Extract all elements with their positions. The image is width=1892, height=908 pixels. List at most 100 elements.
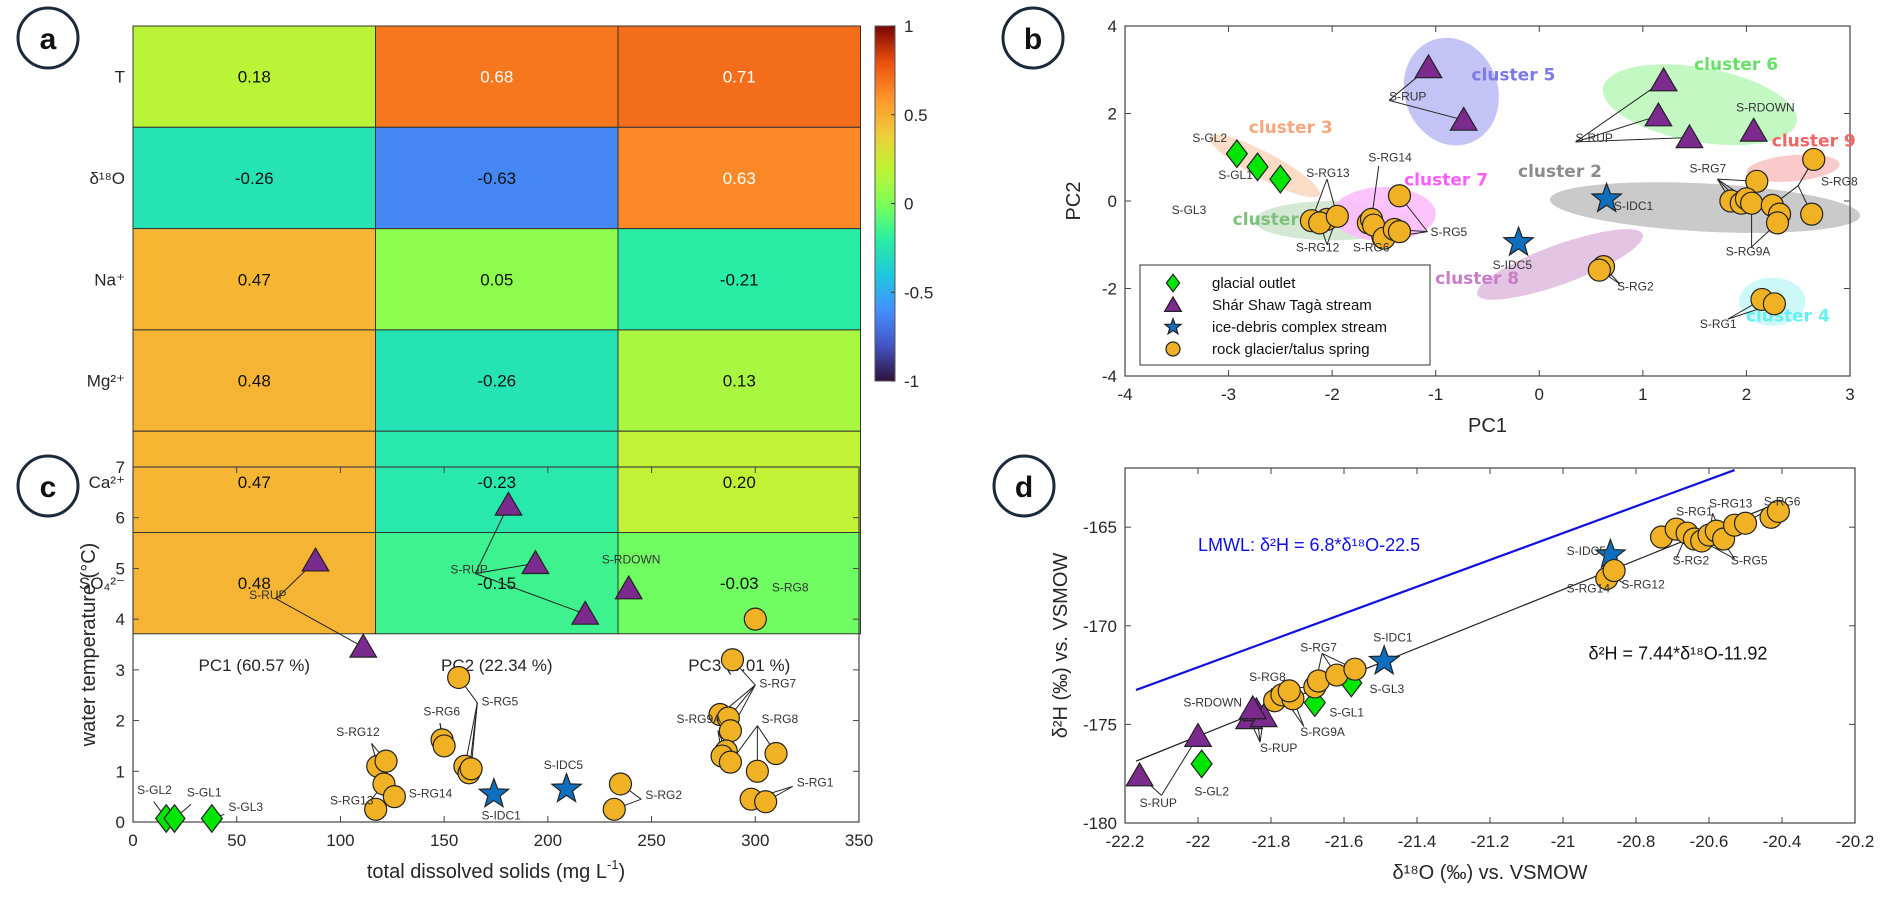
- heatmap-cell-label: 0.63: [723, 169, 756, 188]
- data-point-circle: [1802, 147, 1826, 172]
- label-leader-line: [1388, 99, 1464, 121]
- point-label: S-IDC1: [1614, 199, 1654, 213]
- data-point-circle: [1387, 220, 1412, 244]
- colorbar-tick-label: 1: [904, 17, 913, 36]
- x-tick-label: 3: [1845, 385, 1854, 404]
- point-label: S-RDOWN: [1736, 100, 1795, 114]
- point-label: S-IDC5: [1567, 544, 1607, 558]
- heatmap-row-label: T: [115, 68, 125, 87]
- x-axis-title-main: total dissolved solids (mg L: [367, 861, 607, 883]
- data-point-circle: [1745, 169, 1769, 193]
- point-label: S-RUP: [1140, 796, 1177, 810]
- heatmap-cell: [617, 532, 861, 635]
- x-tick-label: -1: [1428, 385, 1443, 404]
- data-point-circle: [745, 759, 769, 783]
- point-label: S-RG5: [1731, 554, 1768, 568]
- point-label: S-RG14: [409, 787, 453, 801]
- heatmap-cell-label: 0.18: [238, 68, 271, 87]
- x-tick-label: 2: [1742, 385, 1751, 404]
- data-point-star: [477, 776, 511, 809]
- data-point-circle: [1762, 292, 1786, 316]
- data-point-circle: [718, 719, 742, 743]
- heatmap-cell-label: -0.23: [477, 473, 516, 492]
- data-point-circle: [1800, 202, 1824, 226]
- heatmap-column-label: PC1 (60.57 %): [199, 656, 311, 675]
- label-leader-line: [475, 573, 586, 615]
- heatmap-cell-label: -0.15: [477, 574, 516, 593]
- heatmap-cell-label: 0.13: [723, 372, 756, 391]
- data-point-circle: [1740, 191, 1764, 215]
- point-label: S-RG13: [1306, 166, 1350, 180]
- y-tick-label: 7: [116, 458, 125, 477]
- lmwl-equation-label: LMWL: δ²H = 6.8*δ¹⁸O-22.5: [1198, 535, 1420, 555]
- cluster-ellipse: [1476, 229, 1644, 300]
- point-label: S-RG14: [1368, 151, 1412, 165]
- heatmap-cell: [617, 329, 861, 432]
- y-tick-label: -180: [1083, 814, 1117, 833]
- point-label: S-RG2: [645, 788, 682, 802]
- point-label: S-RG9A: [1726, 245, 1771, 259]
- y-tick-label: 2: [116, 712, 125, 731]
- point-label: S-RG1: [1700, 317, 1737, 331]
- point-label: S-RG13: [330, 793, 374, 807]
- panel-letter-d: d: [1015, 471, 1033, 504]
- point-label: S-RG12: [1296, 240, 1340, 254]
- data-point-diamond: [1269, 164, 1292, 194]
- panel-a-badge: a: [16, 6, 80, 70]
- heatmap-cell-label: 0.47: [238, 473, 271, 492]
- panel-letter-a: a: [40, 23, 57, 56]
- heatmap-row-label: SO₄²⁻: [79, 574, 125, 593]
- y-tick-label: 2: [1108, 105, 1117, 124]
- heatmap-cell: [375, 228, 619, 331]
- heatmap-cell-label: 0.71: [723, 68, 756, 87]
- heatmap-cell: [617, 228, 861, 331]
- data-point-triangle: [570, 600, 600, 625]
- x-tick-label: -20.6: [1690, 832, 1729, 851]
- data-point-circle: [608, 772, 633, 796]
- data-point-diamond: [1246, 152, 1269, 182]
- point-label: S-RUP: [450, 563, 487, 577]
- y-tick-label: 6: [116, 509, 125, 528]
- data-point-circle: [382, 785, 406, 809]
- y-tick-label: 4: [1108, 17, 1117, 36]
- heatmap-cell-label: 0.47: [238, 270, 271, 289]
- heatmap-cell: [132, 126, 376, 230]
- cluster-label: cluster 9: [1772, 131, 1856, 151]
- point-label: S-RG2: [1673, 554, 1710, 568]
- point-label: S-RG9A: [676, 712, 721, 726]
- data-point-diamond: [163, 803, 186, 834]
- x-tick-label: 50: [227, 831, 246, 850]
- x-tick-label: -20.2: [1836, 832, 1875, 851]
- data-point-circle: [743, 607, 767, 631]
- data-point-triangle: [1414, 53, 1443, 79]
- heatmap-column-label: PC2 (22.34 %): [441, 656, 553, 675]
- data-point-circle: [754, 790, 778, 814]
- data-point-circle: [432, 734, 456, 758]
- y-tick-label: -175: [1083, 715, 1117, 734]
- y-tick-label: 4: [116, 610, 125, 629]
- data-point-circle: [1733, 511, 1758, 535]
- panel-letter-b: b: [1024, 23, 1042, 56]
- label-leader-line: [474, 504, 509, 574]
- x-tick-label: -2: [1325, 385, 1340, 404]
- point-label: S-RG1: [797, 776, 834, 790]
- heatmap-cell-label: -0.03: [720, 574, 759, 593]
- point-label: S-IDC1: [481, 808, 521, 822]
- heatmap-cell: [132, 329, 376, 432]
- legend-label: ice-debris complex stream: [1212, 319, 1387, 336]
- legend-marker-diamond: [1165, 273, 1181, 293]
- point-label: S-GL2: [1192, 131, 1227, 145]
- point-label: S-RG6: [423, 705, 460, 719]
- data-point-triangle: [1675, 123, 1704, 149]
- y-tick-label: -170: [1083, 617, 1117, 636]
- colorbar-tick-label: -0.5: [904, 283, 933, 302]
- data-point-triangle: [1649, 66, 1678, 92]
- data-point-circle: [1325, 204, 1349, 228]
- point-label: S-RG14: [1567, 581, 1611, 595]
- data-point-diamond: [1225, 139, 1249, 169]
- x-tick-label: 100: [326, 831, 354, 850]
- data-point-circle: [447, 665, 471, 690]
- point-label: S-RG5: [481, 694, 518, 708]
- panel-c-badge: c: [16, 454, 80, 518]
- x-axis-title-superscript: -1: [607, 857, 619, 872]
